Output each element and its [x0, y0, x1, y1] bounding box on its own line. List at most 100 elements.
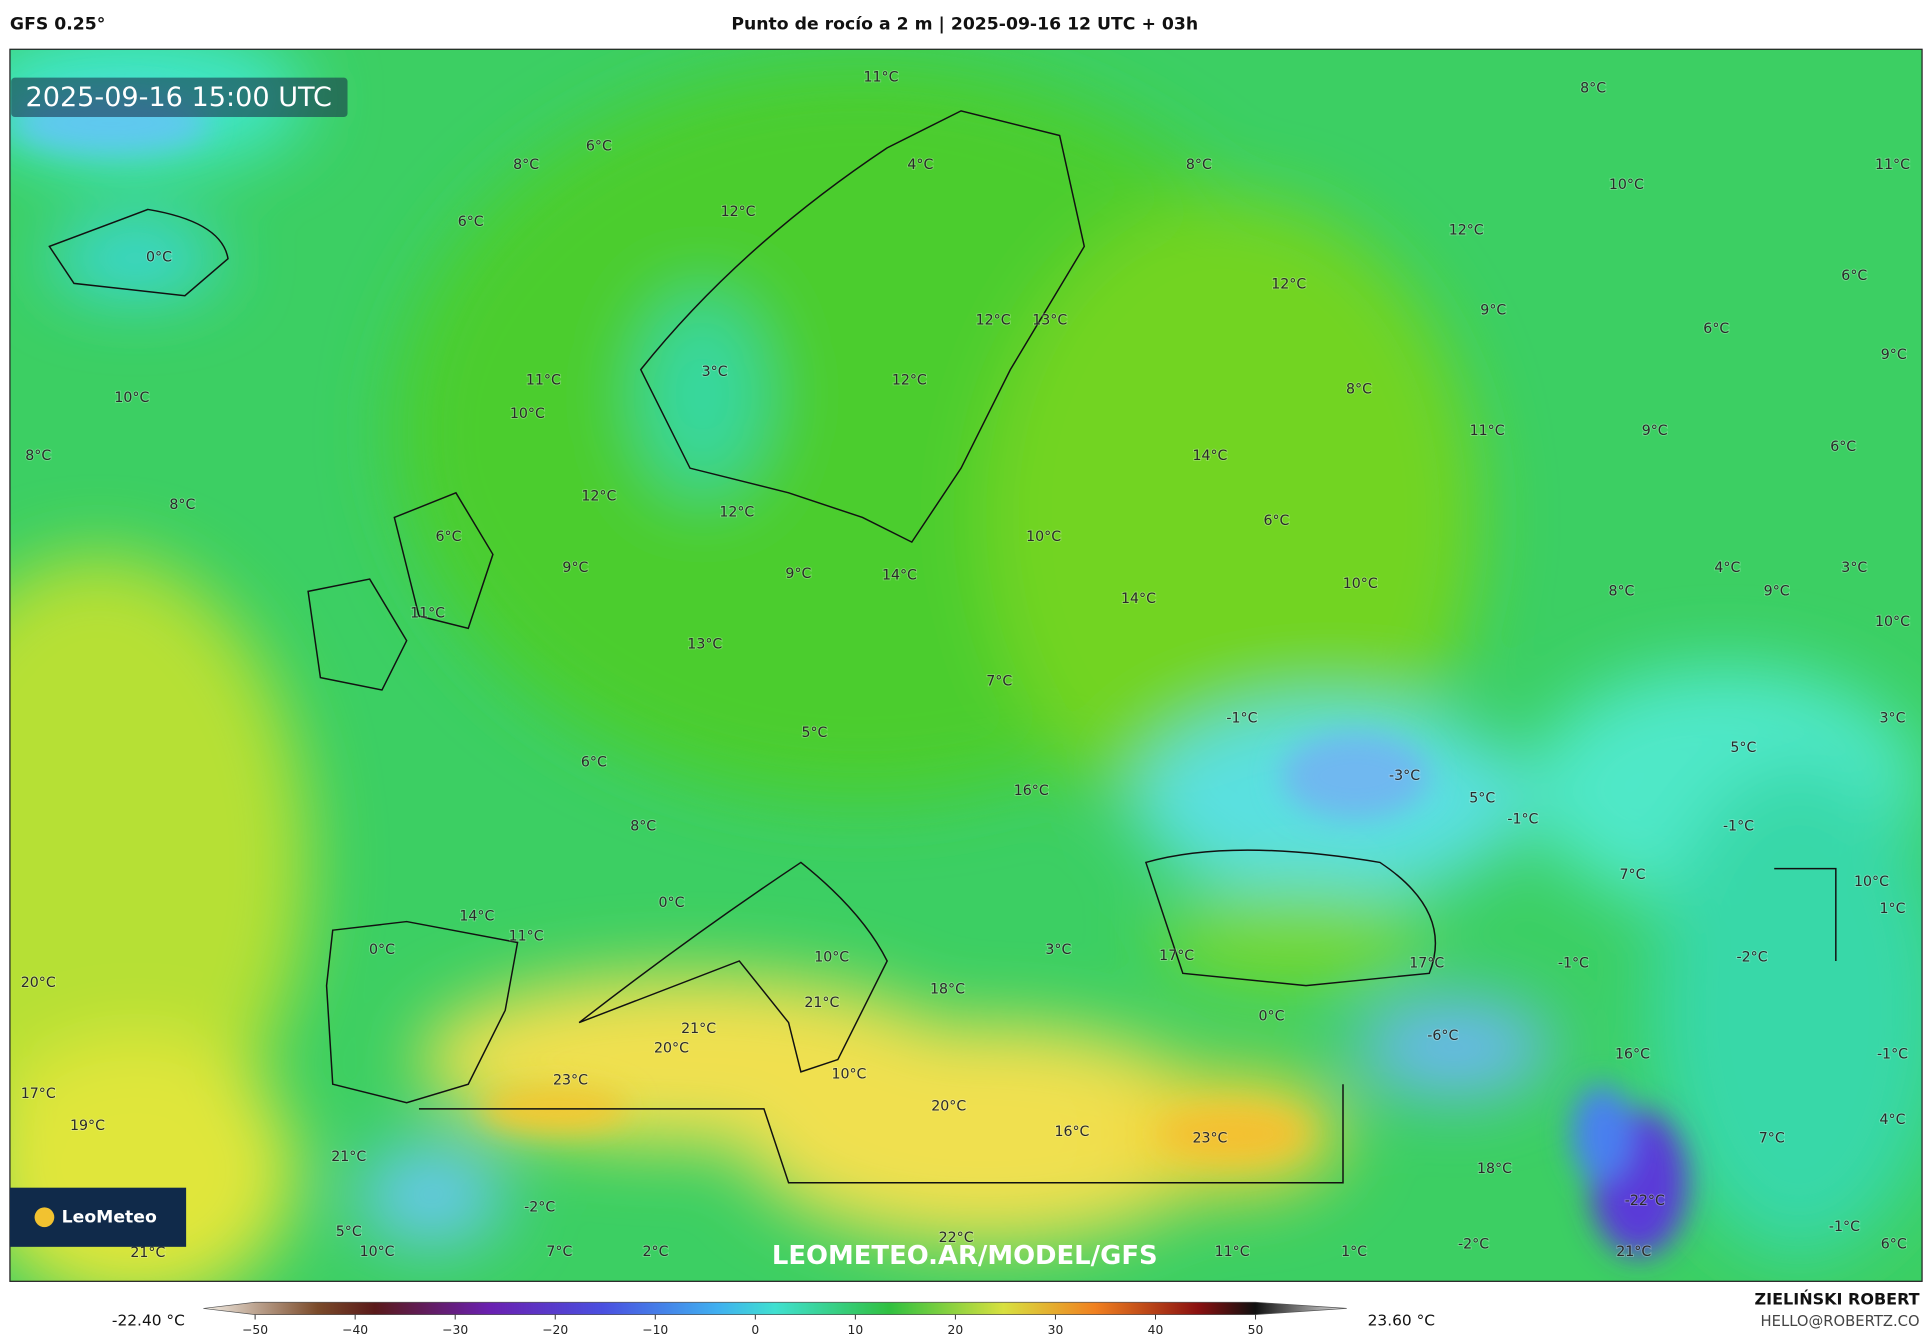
dewpoint-label: 18°C — [930, 981, 965, 997]
map — [9, 49, 1923, 1282]
logo-sun — [34, 1207, 55, 1228]
dewpoint-label: 8°C — [1346, 381, 1372, 397]
dewpoint-label: 5°C — [336, 1224, 362, 1240]
dewpoint-label: 20°C — [654, 1040, 689, 1056]
dewpoint-label: 6°C — [436, 529, 462, 545]
timestamp: 2025-09-16 15:00 UTC — [25, 82, 331, 113]
dewpoint-label: 14°C — [882, 567, 917, 583]
dewpoint-label: 10°C — [814, 949, 849, 965]
dewpoint-label: 11°C — [410, 606, 445, 622]
dewpoint-label: 21°C — [804, 995, 839, 1011]
dewpoint-label: 6°C — [458, 214, 484, 230]
dewpoint-label: 12°C — [581, 489, 616, 505]
dewpoint-label: 21°C — [130, 1245, 165, 1261]
dewpoint-label: -2°C — [524, 1199, 555, 1215]
dewpoint-label: 0°C — [146, 249, 172, 265]
dewpoint-label: 1°C — [1341, 1244, 1367, 1260]
dewpoint-label: 16°C — [1615, 1047, 1650, 1063]
dewpoint-label: 20°C — [931, 1098, 966, 1114]
watermark: LEOMETEO.AR/MODEL/GFS — [772, 1241, 1158, 1271]
dewpoint-label: 12°C — [721, 204, 756, 220]
dewpoint-label: 8°C — [1580, 81, 1606, 97]
dewpoint-label: 3°C — [702, 364, 728, 380]
dewpoint-label: 10°C — [1343, 576, 1378, 592]
dewpoint-label: -3°C — [1389, 768, 1420, 784]
dewpoint-label: 20°C — [21, 975, 56, 991]
dewpoint-label: 8°C — [630, 819, 656, 835]
dewpoint-label: 8°C — [25, 448, 51, 464]
dewpoint-label: -1°C — [1877, 1047, 1908, 1063]
dewpoint-label: 10°C — [1875, 614, 1910, 630]
dewpoint-label: 21°C — [681, 1021, 716, 1037]
dewpoint-label: 11°C — [863, 70, 898, 86]
dewpoint-label: 9°C — [1881, 347, 1907, 363]
colorbar-min: -22.40 °C — [112, 1311, 185, 1329]
dewpoint-label: 12°C — [1449, 222, 1484, 238]
map-frame — [9, 48, 1923, 1282]
colorbar-tick-label: −20 — [542, 1323, 568, 1337]
dewpoint-label: 4°C — [1880, 1112, 1906, 1128]
author: ZIELIŃSKI ROBERT — [1755, 1289, 1920, 1308]
dewpoint-label: 6°C — [1830, 439, 1856, 455]
dewpoint-label: 13°C — [1032, 312, 1067, 328]
colorbar — [203, 1301, 1347, 1315]
dewpoint-label: 10°C — [1854, 874, 1889, 890]
dewpoint-label: 9°C — [562, 560, 588, 576]
colorbar-tick-label: 50 — [1248, 1323, 1264, 1337]
dewpoint-label: 5°C — [1730, 740, 1756, 756]
dewpoint-label: 12°C — [1271, 277, 1306, 293]
dewpoint-label: 18°C — [1477, 1161, 1512, 1177]
dewpoint-label: 10°C — [360, 1244, 395, 1260]
dewpoint-label: -2°C — [1737, 949, 1768, 965]
dewpoint-label: 3°C — [1841, 560, 1867, 576]
dewpoint-label: 9°C — [1480, 302, 1506, 318]
dewpoint-label: 5°C — [801, 725, 827, 741]
dewpoint-label: 21°C — [331, 1149, 366, 1165]
dewpoint-label: 11°C — [509, 928, 544, 944]
colorbar-tick-label: 20 — [948, 1323, 964, 1337]
dewpoint-label: -1°C — [1226, 710, 1257, 726]
colorbar-tick-label: −30 — [442, 1323, 468, 1337]
dewpoint-label: -22°C — [1625, 1193, 1665, 1209]
dewpoint-label: 11°C — [1470, 423, 1505, 439]
dewpoint-label: 8°C — [1186, 157, 1212, 173]
dewpoint-label: 3°C — [1045, 942, 1071, 958]
dewpoint-label: -1°C — [1558, 955, 1589, 971]
dewpoint-label: 7°C — [546, 1244, 572, 1260]
colorbar-tick-label: −40 — [342, 1323, 368, 1337]
dewpoint-label: 0°C — [659, 895, 685, 911]
colorbar-tick-label: 10 — [848, 1323, 864, 1337]
dewpoint-label: 21°C — [1616, 1244, 1651, 1260]
dewpoint-label: 6°C — [1881, 1236, 1907, 1252]
dewpoint-label: 14°C — [1121, 591, 1156, 607]
logo-text: LeoMeteo — [62, 1207, 157, 1227]
dewpoint-label: 11°C — [1215, 1244, 1250, 1260]
dewpoint-label: 4°C — [907, 157, 933, 173]
dewpoint-label: 14°C — [459, 909, 494, 925]
dewpoint-label: 12°C — [892, 373, 927, 389]
dewpoint-label: 17°C — [1159, 948, 1194, 964]
dewpoint-label: -1°C — [1723, 819, 1754, 835]
dewpoint-label: 3°C — [1880, 710, 1906, 726]
timestamp-box — [11, 77, 348, 118]
dewpoint-label: 10°C — [1609, 177, 1644, 193]
dewpoint-label: 6°C — [1263, 513, 1289, 529]
dewpoint-label: 8°C — [169, 497, 195, 513]
dewpoint-label: 13°C — [687, 636, 722, 652]
coastlines — [48, 110, 1837, 1184]
dewpoint-label: 9°C — [1764, 583, 1790, 599]
dewpoint-label: 1°C — [1880, 901, 1906, 917]
dewpoint-label: 22°C — [939, 1230, 974, 1246]
dewpoint-label: 6°C — [1703, 321, 1729, 337]
dewpoint-label: 14°C — [1192, 448, 1227, 464]
dewpoint-label: 6°C — [1841, 268, 1867, 284]
dewpoint-label: 8°C — [513, 157, 539, 173]
dewpoint-label: 9°C — [785, 566, 811, 582]
dewpoint-label: 10°C — [114, 390, 149, 406]
colorbar-tick-label: 40 — [1148, 1323, 1164, 1337]
dewpoint-label: 17°C — [1409, 955, 1444, 971]
colorbar-tick-label: −50 — [242, 1323, 268, 1337]
dewpoint-label: -1°C — [1507, 811, 1538, 827]
